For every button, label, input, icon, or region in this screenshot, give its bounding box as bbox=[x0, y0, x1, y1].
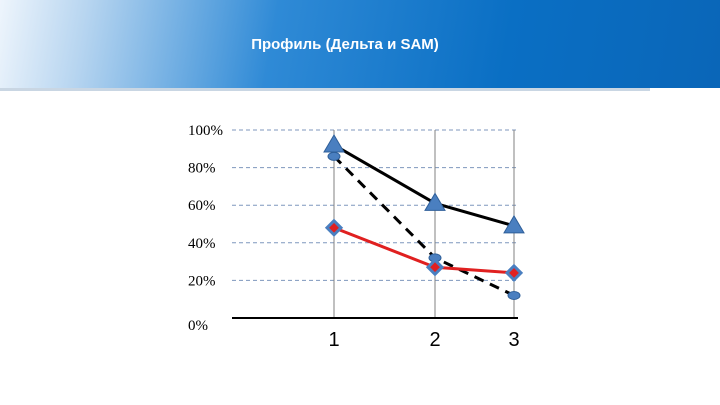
data-point bbox=[425, 258, 445, 277]
series-line bbox=[332, 155, 515, 297]
data-point bbox=[323, 134, 345, 153]
y-tick-label: 60% bbox=[188, 198, 216, 214]
header-divider bbox=[0, 88, 650, 91]
y-tick-label: 20% bbox=[188, 273, 216, 289]
y-tick-label: 80% bbox=[188, 161, 216, 177]
x-tick-label: 2 bbox=[429, 329, 440, 351]
header-banner bbox=[0, 0, 720, 88]
data-point bbox=[503, 214, 525, 234]
page-title: Профиль (Дельта и SAM) bbox=[251, 36, 439, 53]
x-tick-label: 1 bbox=[328, 329, 339, 351]
data-point bbox=[504, 263, 524, 283]
data-point bbox=[327, 151, 341, 161]
series-line bbox=[333, 226, 515, 275]
data-point bbox=[424, 192, 446, 211]
diamond-marker bbox=[425, 258, 445, 277]
y-tick-label: 100% bbox=[188, 123, 223, 139]
diamond-marker bbox=[324, 218, 344, 237]
data-point bbox=[507, 290, 521, 300]
data-point bbox=[324, 218, 344, 237]
x-tick-label: 3 bbox=[508, 329, 519, 351]
diamond-marker bbox=[504, 263, 524, 283]
y-tick-label: 0% bbox=[188, 318, 208, 334]
y-tick-label: 40% bbox=[188, 236, 216, 252]
